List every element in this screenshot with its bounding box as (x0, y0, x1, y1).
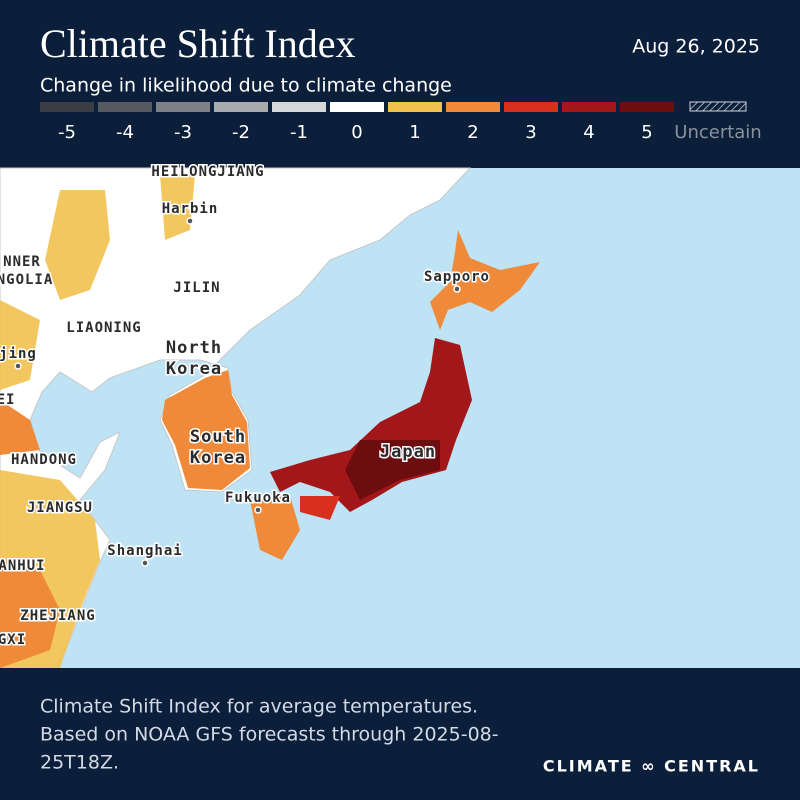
legend-swatch (562, 102, 616, 112)
city-dot (453, 285, 461, 293)
city-dot (141, 559, 149, 567)
shikoku (300, 496, 340, 520)
region-fill (0, 175, 195, 668)
map-label: Harbin (162, 201, 219, 217)
hokkaido (430, 230, 540, 330)
legend-label: -4 (116, 122, 134, 143)
footer-text: Climate Shift Index for average temperat… (40, 696, 478, 718)
legend-label: Uncertain (674, 122, 761, 143)
map-label: Sapporo (424, 269, 490, 285)
map-label: HEILONGJIANG (151, 164, 264, 180)
kyushu (250, 496, 300, 560)
map-label: JILIN (173, 280, 220, 296)
korea-fill (162, 370, 250, 490)
legend-label: -5 (58, 122, 76, 143)
legend-label: 3 (525, 122, 536, 143)
map-label: NGOLIA (0, 272, 53, 288)
legend-swatch (214, 102, 268, 112)
legend-swatch (330, 102, 384, 112)
legend-swatch (156, 102, 210, 112)
legend-swatch (98, 102, 152, 112)
map-label: LIAONING (66, 320, 141, 336)
map-label: Korea (190, 448, 246, 468)
map: HEILONGJIANG Harbin NNER NGOLIA JILIN LIAONIN… (0, 163, 800, 669)
map-label: GXI (0, 632, 26, 648)
city-dot (186, 217, 194, 225)
map-label: ANHUI (0, 558, 46, 574)
map-label: Korea (166, 359, 222, 379)
footer-text: 25T18Z. (40, 752, 119, 774)
header-bg (0, 0, 800, 168)
title: Climate Shift Index (40, 21, 356, 66)
map-label: Fukuoka (225, 490, 291, 506)
legend-label: -1 (290, 122, 308, 143)
map-label: EI (0, 392, 15, 408)
legend-swatch (446, 102, 500, 112)
map-label: NNER (3, 254, 41, 270)
subtitle: Change in likelihood due to climate chan… (40, 75, 452, 97)
region-fill (0, 400, 60, 668)
legend-swatch-uncertain (689, 101, 747, 112)
brand: CLIMATE ∞ CENTRAL (543, 757, 760, 776)
legend-swatch (504, 102, 558, 112)
legend-label: 0 (351, 122, 362, 143)
map-label: Shanghai (107, 543, 182, 559)
city-dot (254, 506, 262, 514)
city-dot (14, 362, 22, 370)
map-label: jing (0, 346, 37, 362)
legend-label: 2 (467, 122, 478, 143)
footer-text: Based on NOAA GFS forecasts through 2025… (40, 724, 499, 746)
map-label: North (166, 338, 222, 358)
legend-label: -3 (174, 122, 192, 143)
legend-label: 4 (583, 122, 594, 143)
legend-swatch (388, 102, 442, 112)
footer-bg (0, 668, 800, 800)
map-label: JIANGSU (27, 500, 93, 516)
legend-label: 5 (641, 122, 652, 143)
date: Aug 26, 2025 (632, 36, 760, 58)
legend-label: -2 (232, 122, 250, 143)
legend-swatch (620, 102, 674, 112)
map-label: Japan (380, 442, 436, 462)
legend-swatch (40, 102, 94, 112)
map-label: ZHEJIANG (20, 608, 95, 624)
legend-label: 1 (409, 122, 420, 143)
map-label: South (190, 427, 246, 447)
legend-swatch (272, 102, 326, 112)
map-label: HANDONG (11, 452, 77, 468)
legend: -5 -4 -3 -2 -1 0 1 2 3 4 5 Uncertain (40, 101, 762, 143)
honshu-core (345, 440, 440, 500)
